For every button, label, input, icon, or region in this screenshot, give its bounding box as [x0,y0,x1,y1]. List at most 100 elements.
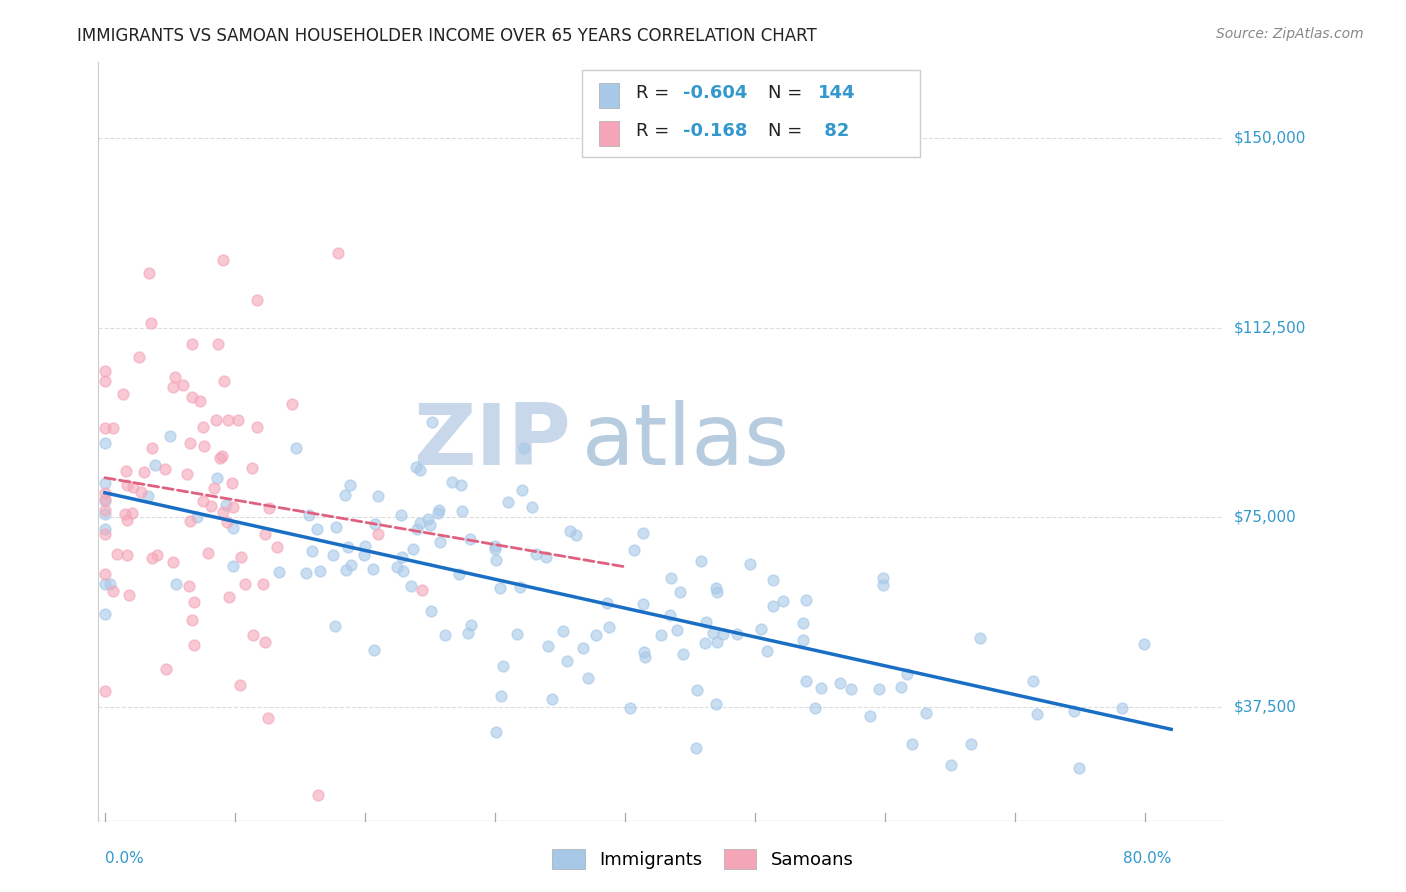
Immigrants [792,632,814,647]
Samoans [183,638,205,652]
Immigrants [665,624,688,638]
Text: 82: 82 [818,121,849,140]
Samoans [207,337,229,351]
Immigrants [830,676,852,690]
Samoans [222,500,245,514]
Immigrants [94,607,117,621]
Immigrants [585,627,607,641]
Immigrants [389,508,412,522]
Samoans [141,441,163,455]
Immigrants [901,737,924,751]
Immigrants [484,539,506,553]
Samoans [101,583,124,598]
Immigrants [872,571,894,585]
Samoans [115,513,138,527]
Immigrants [969,632,991,646]
Immigrants [695,615,717,630]
Samoans [153,462,176,476]
Text: -0.168: -0.168 [683,121,748,140]
Immigrants [522,500,544,515]
Immigrants [872,578,894,592]
Samoans [180,336,202,351]
Samoans [411,583,433,598]
Immigrants [485,725,508,739]
Immigrants [294,566,316,581]
Immigrants [215,498,238,512]
Samoans [242,627,264,641]
Samoans [128,351,150,365]
Immigrants [385,559,408,574]
Immigrants [508,580,530,594]
Immigrants [367,489,389,503]
Samoans [266,540,288,554]
Samoans [94,364,117,378]
Samoans [172,377,194,392]
Immigrants [659,570,682,584]
Samoans [139,317,162,331]
Immigrants [792,615,814,630]
Immigrants [631,526,654,541]
Immigrants [94,507,117,521]
Samoans [253,526,276,541]
Immigrants [427,503,450,517]
Immigrants [939,757,962,772]
Immigrants [488,581,510,595]
Samoans [190,394,212,409]
Samoans [94,526,117,541]
Immigrants [1063,704,1085,718]
Immigrants [484,542,506,557]
Samoans [205,413,228,427]
Immigrants [633,645,655,659]
Samoans [229,678,252,692]
Immigrants [94,577,117,591]
Text: 80.0%: 80.0% [1123,851,1171,866]
Immigrants [426,506,449,520]
Immigrants [1026,706,1049,721]
Immigrants [571,640,593,655]
Samoans [134,465,156,479]
Immigrants [301,544,323,558]
Samoans [131,484,153,499]
FancyBboxPatch shape [599,121,619,145]
Immigrants [221,521,243,535]
Immigrants [422,415,444,429]
Samoans [240,461,263,475]
Immigrants [335,563,357,577]
Immigrants [859,709,882,723]
Samoans [281,397,304,411]
Immigrants [222,559,245,574]
Immigrants [94,493,117,508]
Immigrants [418,512,440,526]
Immigrants [405,522,427,536]
Immigrants [339,558,361,572]
Immigrants [337,540,360,554]
FancyBboxPatch shape [599,83,619,108]
Immigrants [392,564,415,578]
Text: R =: R = [636,84,675,102]
Immigrants [576,671,599,685]
Immigrants [363,643,385,657]
Immigrants [557,654,579,668]
Text: IMMIGRANTS VS SAMOAN HOUSEHOLDER INCOME OVER 65 YEARS CORRELATION CHART: IMMIGRANTS VS SAMOAN HOUSEHOLDER INCOME … [77,27,817,45]
Samoans [94,486,117,500]
Text: $112,500: $112,500 [1233,320,1306,335]
Immigrants [631,597,654,611]
Samoans [191,494,214,508]
Samoans [118,588,141,602]
Immigrants [309,564,332,578]
Immigrants [409,516,432,530]
Immigrants [447,567,470,582]
Immigrants [558,524,581,538]
Immigrants [205,471,228,485]
Samoans [94,502,117,516]
Immigrants [1022,674,1045,689]
Text: 144: 144 [818,84,856,102]
Immigrants [685,741,707,756]
Immigrants [434,628,457,642]
Immigrants [159,429,181,443]
Text: $150,000: $150,000 [1233,131,1306,145]
Samoans [193,439,215,453]
Immigrants [513,441,536,455]
Samoans [328,246,350,260]
Text: ZIP: ZIP [413,400,571,483]
